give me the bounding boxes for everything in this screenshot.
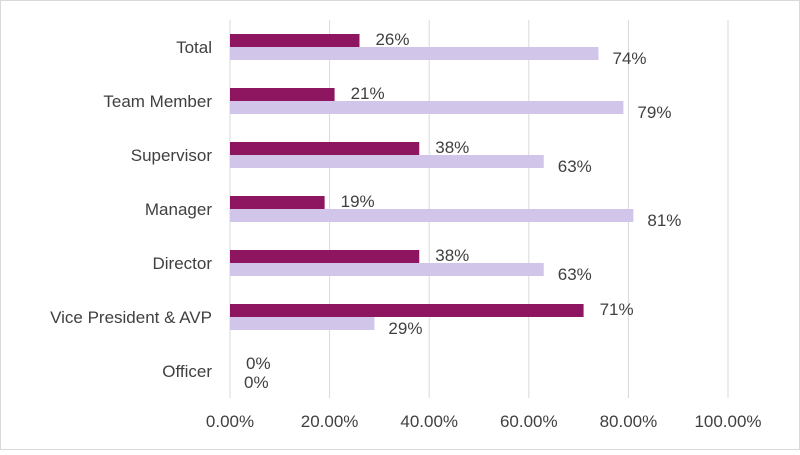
category-label: Vice President & AVP xyxy=(50,308,212,327)
x-tick-label: 20.00% xyxy=(301,412,359,431)
category-label: Supervisor xyxy=(131,146,213,165)
bar-series-2 xyxy=(230,47,599,60)
bar-series-1 xyxy=(230,250,420,263)
bar-series-1 xyxy=(230,34,360,47)
data-label: 26% xyxy=(375,30,409,49)
data-label: 19% xyxy=(341,192,375,211)
bar-series-2 xyxy=(230,209,634,222)
x-tick-label: 40.00% xyxy=(400,412,458,431)
bar-series-1 xyxy=(230,142,420,155)
x-tick-label: 80.00% xyxy=(600,412,658,431)
x-tick-label: 100.00% xyxy=(694,412,761,431)
bar-series-2 xyxy=(230,155,544,168)
data-label: 38% xyxy=(435,138,469,157)
data-label: 21% xyxy=(351,84,385,103)
bar-series-2 xyxy=(230,317,375,330)
data-label: 29% xyxy=(388,319,422,338)
data-label: 63% xyxy=(558,265,592,284)
labels: 0.00% 20.00% 40.00% 60.00% 80.00% 100.00% Tota… xyxy=(50,30,761,431)
bar-series-1 xyxy=(230,88,335,101)
data-label: 38% xyxy=(435,246,469,265)
bar-series-1 xyxy=(230,304,584,317)
bar-series-2 xyxy=(230,101,624,114)
category-label: Team Member xyxy=(103,92,212,111)
data-label: 74% xyxy=(613,49,647,68)
x-tick-label: 0.00% xyxy=(206,412,254,431)
category-label: Director xyxy=(152,254,212,273)
data-label: 0% xyxy=(246,354,271,373)
category-label: Officer xyxy=(162,362,212,381)
data-label: 79% xyxy=(637,103,671,122)
data-label: 81% xyxy=(647,211,681,230)
bars xyxy=(230,34,634,330)
bar-series-2 xyxy=(230,263,544,276)
bar-series-1 xyxy=(230,196,325,209)
category-label: Manager xyxy=(145,200,212,219)
data-label: 0% xyxy=(244,373,269,392)
x-tick-label: 60.00% xyxy=(500,412,558,431)
data-label: 71% xyxy=(600,300,634,319)
category-label: Total xyxy=(176,38,212,57)
data-label: 63% xyxy=(558,157,592,176)
